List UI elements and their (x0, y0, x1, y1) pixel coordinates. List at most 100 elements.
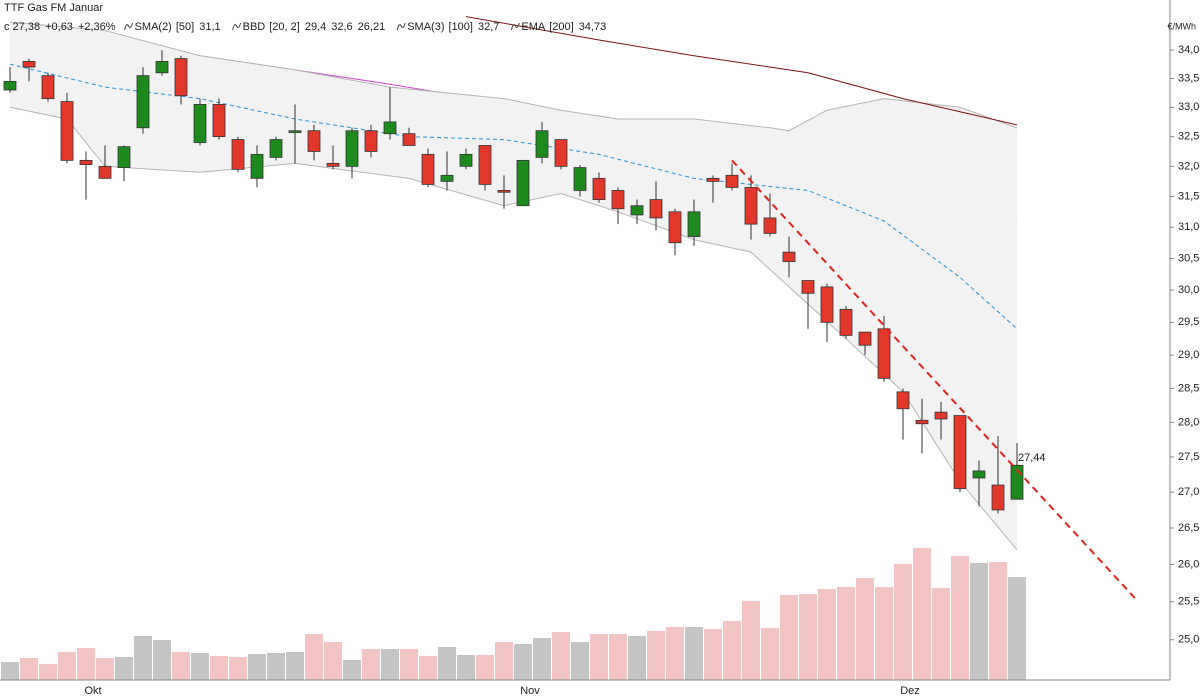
candle-body (117, 146, 131, 168)
candle-body (440, 174, 454, 182)
candle-body (573, 167, 587, 191)
volume-bar (514, 644, 532, 680)
volume-bar (970, 563, 988, 680)
candle-body (611, 190, 625, 210)
y-tick-label: 31,50 (1178, 190, 1200, 202)
candle-body (554, 139, 568, 167)
y-tick-label: 30,00 (1178, 284, 1200, 296)
candle-body (459, 153, 473, 167)
candle-body (497, 190, 511, 193)
y-tick-label: 34,00 (1178, 44, 1200, 56)
x-tick-label: Nov (520, 685, 540, 697)
candle-body (668, 211, 682, 244)
volume-bar (248, 654, 266, 680)
volume-bar (685, 627, 703, 680)
candle-body (22, 61, 36, 68)
y-tick-label: 28,50 (1178, 382, 1200, 394)
candle-body (763, 217, 777, 234)
candle-body (896, 391, 910, 410)
y-tick-label: 27,50 (1178, 451, 1200, 463)
volume-bar (875, 587, 893, 680)
legend-text: c 27,38 (4, 21, 40, 33)
legend-text: +2,36% (78, 21, 116, 33)
candle-body (725, 174, 739, 188)
volume-bar (818, 589, 836, 680)
candle-body (193, 104, 207, 143)
legend-text: 32,7 (478, 21, 499, 33)
candle-body (744, 187, 758, 225)
volume-bar (780, 595, 798, 680)
candle-body (991, 484, 1005, 511)
candle-body (345, 130, 359, 167)
volume-bar (419, 656, 437, 680)
volume-bar (552, 632, 570, 680)
volume-bar (96, 658, 114, 680)
candle-body (801, 280, 815, 294)
y-tick-label: 25,00 (1178, 634, 1200, 646)
candle-body (41, 75, 55, 100)
candle-body (98, 165, 112, 179)
volume-bar (571, 642, 589, 680)
volume-bar (20, 658, 38, 680)
candle-body (630, 205, 644, 216)
legend-text: 31,1 (199, 21, 220, 33)
candle-body (858, 331, 872, 346)
volume-bar (153, 640, 171, 680)
legend-text: SMA(2) (135, 21, 172, 33)
volume-bar (609, 634, 627, 680)
candle-body (934, 411, 948, 420)
candle-body (706, 177, 720, 182)
plot-area (1, 16, 1136, 680)
indicator-line (9, 106, 1018, 551)
legend-text: [200] (549, 21, 573, 33)
volume-bar (324, 642, 342, 680)
volume-bar (894, 564, 912, 680)
volume-bar (628, 636, 646, 680)
volume-bar (1, 662, 19, 680)
candle-body (250, 153, 264, 179)
candle-body (649, 199, 663, 219)
legend-text: 29,4 (305, 21, 326, 33)
candle-body (155, 61, 169, 74)
legend-icon (396, 22, 406, 31)
candle-body (212, 104, 226, 138)
candle-body (174, 58, 188, 97)
y-tick-label: 26,00 (1178, 558, 1200, 570)
y-tick-label: 29,50 (1178, 316, 1200, 328)
candle-body (269, 139, 283, 158)
candle-body (3, 80, 17, 91)
candle-body (516, 159, 530, 207)
volume-bar (666, 627, 684, 680)
indicator-line (9, 21, 1018, 132)
volume-bar (172, 652, 190, 680)
legend-text: [20, 2] (269, 21, 300, 33)
volume-bar (457, 655, 475, 680)
legend-text: 32,6 (331, 21, 352, 33)
candle-body (307, 130, 321, 152)
candle-body (326, 162, 340, 167)
candle-body (535, 130, 549, 158)
volume-bar (495, 642, 513, 680)
legend-text: +0,63 (45, 21, 73, 33)
candle-body (478, 145, 492, 185)
volume-bar (191, 653, 209, 680)
y-tick-label: 30,50 (1178, 252, 1200, 264)
legend-text: EMA (521, 21, 546, 33)
volume-bar (381, 649, 399, 680)
candle-body (231, 139, 245, 170)
volume-bar (286, 652, 304, 680)
volume-bar (932, 588, 950, 680)
y-tick-label: 33,50 (1178, 72, 1200, 84)
y-tick-label: 31,00 (1178, 221, 1200, 233)
candle-body (288, 130, 302, 133)
indicator-line (9, 63, 1018, 330)
legend-text: [50] (176, 21, 194, 33)
volume-bar (39, 664, 57, 680)
volume-bar (913, 548, 931, 680)
chart-title: TTF Gas FM Januar (4, 2, 103, 14)
volume-bar (438, 647, 456, 680)
volume-bar (704, 629, 722, 680)
volume-bar (856, 578, 874, 680)
volume-bar (647, 631, 665, 680)
